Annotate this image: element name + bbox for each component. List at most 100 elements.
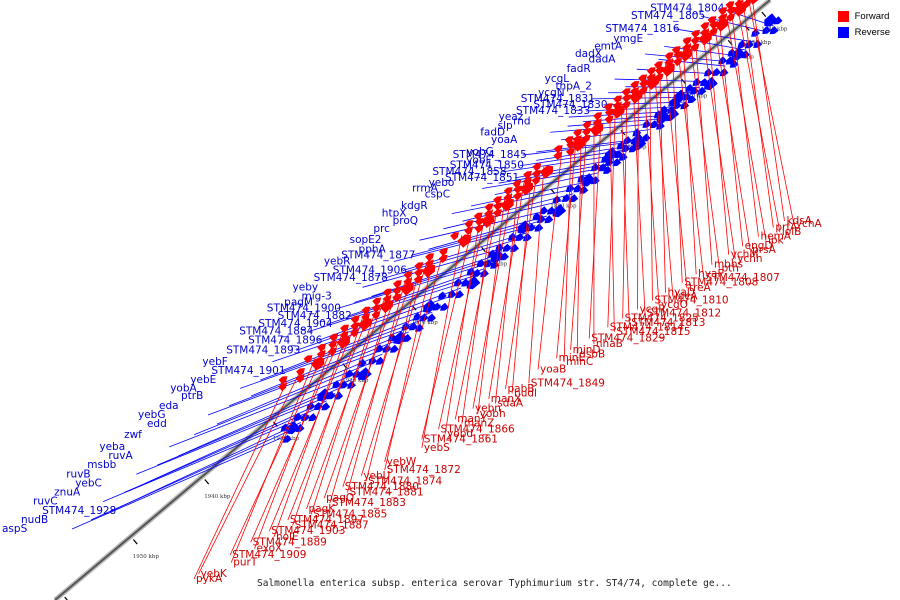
forward-gene-glyph[interactable] bbox=[714, 18, 729, 32]
forward-gene-glyph[interactable] bbox=[421, 264, 436, 278]
forward-gene[interactable]: ychh bbox=[691, 30, 763, 265]
forward-gene-glyph[interactable] bbox=[664, 52, 674, 61]
forward-gene[interactable]: STM474_1812 bbox=[621, 88, 721, 319]
reverse-gene-glyph[interactable] bbox=[326, 391, 336, 400]
forward-gene-glyph[interactable] bbox=[611, 105, 625, 119]
reverse-gene-glyph[interactable] bbox=[579, 185, 589, 194]
reverse-gene-glyph[interactable] bbox=[419, 313, 429, 322]
forward-gene-glyph[interactable] bbox=[296, 368, 305, 377]
reverse-gene[interactable]: yebE bbox=[190, 313, 437, 386]
reverse-gene[interactable]: ruvB bbox=[66, 380, 344, 480]
forward-gene[interactable]: prfA bbox=[734, 0, 798, 234]
forward-gene[interactable]: STM474_1813 bbox=[612, 95, 706, 329]
forward-gene-glyph[interactable] bbox=[493, 209, 502, 218]
forward-gene-glyph[interactable] bbox=[336, 335, 351, 350]
reverse-gene-glyph[interactable] bbox=[641, 133, 651, 142]
reverse-gene-glyph[interactable] bbox=[731, 47, 746, 61]
forward-gene-glyph[interactable] bbox=[592, 119, 602, 128]
reverse-gene-glyph[interactable] bbox=[552, 203, 567, 218]
forward-gene[interactable]: treA bbox=[653, 61, 712, 294]
forward-gene-glyph[interactable] bbox=[474, 224, 484, 233]
forward-gene[interactable]: ycgO bbox=[638, 80, 688, 311]
forward-gene-glyph[interactable] bbox=[664, 59, 674, 68]
forward-gene[interactable]: sdaA bbox=[494, 185, 524, 410]
forward-gene-glyph[interactable] bbox=[464, 227, 473, 236]
forward-gene[interactable]: manZ bbox=[461, 203, 495, 430]
reverse-gene[interactable]: zwf bbox=[124, 356, 385, 441]
forward-gene[interactable]: ycgR bbox=[630, 81, 666, 315]
forward-gene-glyph[interactable] bbox=[382, 295, 392, 304]
forward-gene[interactable]: STM474_1883 bbox=[329, 288, 406, 510]
forward-gene[interactable]: minE bbox=[556, 136, 586, 364]
reverse-gene-glyph[interactable] bbox=[308, 413, 318, 422]
reverse-gene[interactable]: yobG bbox=[466, 133, 651, 158]
forward-gene-glyph[interactable] bbox=[725, 1, 735, 10]
reverse-gene-glyph[interactable] bbox=[656, 110, 671, 124]
forward-gene[interactable]: manX bbox=[488, 180, 534, 405]
forward-gene-glyph[interactable] bbox=[392, 293, 402, 302]
forward-gene-glyph[interactable] bbox=[500, 198, 514, 212]
reverse-gene-glyph[interactable] bbox=[769, 26, 779, 35]
reverse-gene[interactable]: yeaz bbox=[499, 98, 680, 123]
forward-gene[interactable]: yebK bbox=[198, 368, 305, 580]
forward-gene-glyph[interactable] bbox=[673, 51, 683, 60]
reverse-gene-glyph[interactable] bbox=[295, 423, 305, 433]
reverse-gene-glyph[interactable] bbox=[741, 50, 750, 59]
reverse-gene-glyph[interactable] bbox=[437, 291, 447, 300]
forward-gene[interactable]: ldcA bbox=[646, 67, 698, 303]
forward-gene[interactable]: exoX bbox=[254, 341, 338, 555]
forward-gene-glyph[interactable] bbox=[403, 271, 413, 280]
reverse-gene-glyph[interactable] bbox=[577, 174, 587, 183]
forward-gene-glyph[interactable] bbox=[573, 129, 582, 138]
forward-gene-glyph[interactable] bbox=[726, 13, 735, 22]
forward-gene-glyph[interactable] bbox=[532, 163, 542, 172]
reverse-gene-glyph[interactable] bbox=[502, 243, 512, 252]
forward-gene-glyph[interactable] bbox=[357, 317, 372, 332]
forward-gene-glyph[interactable] bbox=[638, 74, 648, 83]
forward-gene[interactable]: lolB bbox=[725, 1, 801, 238]
forward-gene[interactable]: purT bbox=[230, 355, 325, 569]
forward-gene[interactable]: kdsA bbox=[740, 0, 813, 227]
forward-gene-glyph[interactable] bbox=[400, 282, 414, 296]
reverse-gene[interactable]: pphA bbox=[359, 206, 556, 255]
reverse-gene[interactable]: nudB bbox=[21, 420, 305, 526]
forward-gene[interactable]: STM474_1866 bbox=[438, 212, 515, 435]
forward-gene-glyph[interactable] bbox=[317, 343, 327, 352]
reverse-gene-glyph[interactable] bbox=[616, 141, 626, 150]
forward-gene-glyph[interactable] bbox=[392, 280, 402, 289]
forward-gene[interactable]: hyaD bbox=[654, 66, 695, 299]
forward-gene-glyph[interactable] bbox=[372, 297, 382, 306]
forward-gene-glyph[interactable] bbox=[310, 357, 325, 371]
legend-forward[interactable]: Forward bbox=[837, 8, 890, 24]
forward-gene-glyph[interactable] bbox=[628, 90, 643, 104]
forward-gene[interactable]: pykA bbox=[193, 376, 288, 585]
forward-gene-glyph[interactable] bbox=[604, 115, 614, 124]
reverse-gene-glyph[interactable] bbox=[598, 163, 608, 172]
forward-gene[interactable]: STM474_1808 bbox=[664, 52, 758, 289]
reverse-gene-glyph[interactable] bbox=[347, 380, 356, 389]
reverse-gene[interactable]: ptrB bbox=[181, 322, 418, 402]
forward-gene[interactable]: prsA bbox=[709, 21, 777, 256]
forward-gene[interactable]: pagK bbox=[306, 297, 393, 515]
forward-gene-glyph[interactable] bbox=[382, 288, 392, 297]
forward-gene[interactable]: nudl bbox=[511, 171, 537, 399]
forward-gene[interactable]: STM474_1872 bbox=[384, 253, 461, 476]
reverse-gene-glyph[interactable] bbox=[461, 278, 470, 287]
forward-gene-glyph[interactable] bbox=[553, 145, 563, 154]
reverse-gene-glyph[interactable] bbox=[725, 56, 735, 65]
forward-gene[interactable]: STM474_1885 bbox=[310, 304, 387, 520]
forward-gene-glyph[interactable] bbox=[457, 234, 471, 248]
reverse-gene-glyph[interactable] bbox=[447, 289, 457, 298]
reverse-gene-glyph[interactable] bbox=[293, 412, 303, 421]
forward-gene[interactable]: STM474_1897 bbox=[287, 306, 371, 526]
reverse-gene-glyph[interactable] bbox=[440, 302, 449, 311]
forward-gene-glyph[interactable] bbox=[682, 44, 692, 53]
forward-gene[interactable]: STM474_1829 bbox=[588, 112, 665, 345]
forward-gene-glyph[interactable] bbox=[450, 232, 460, 241]
reverse-gene-glyph[interactable] bbox=[630, 136, 640, 145]
forward-gene-glyph[interactable] bbox=[484, 203, 494, 212]
reverse-gene[interactable]: yebo bbox=[429, 157, 622, 189]
reverse-gene-glyph[interactable] bbox=[612, 158, 622, 167]
forward-gene[interactable]: dsbB bbox=[572, 129, 605, 360]
forward-gene-glyph[interactable] bbox=[726, 6, 736, 15]
